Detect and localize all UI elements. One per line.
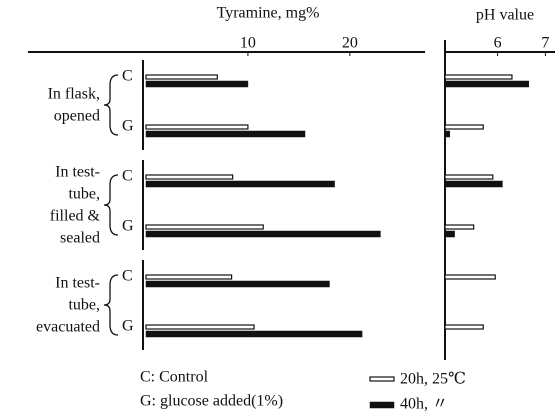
note: G: glucose added(1%) [140,393,283,410]
bar [145,324,255,330]
bar [444,74,513,80]
x-tick-label: 20 [342,35,358,52]
group-label: tube, [68,297,100,314]
legend-label: 40h, 〃 [400,396,448,413]
bar [145,180,335,188]
bar [145,230,381,238]
legend-swatch [369,401,395,409]
bar [145,224,264,230]
bar [145,274,233,280]
category-label: C [122,268,133,285]
group-label: filled & [50,208,101,225]
group-label: opened [54,108,100,125]
category-label: G [122,318,134,335]
group-label: evacuated [36,319,100,336]
bar [444,324,484,330]
x-tick-label: 6 [494,35,502,52]
category-label: C [122,168,133,185]
x-tick-label: 10 [240,35,256,52]
group-label: In test- [55,275,100,292]
bar [444,274,496,280]
brace [103,74,119,136]
group-label: sealed [60,230,100,247]
bar [145,74,218,80]
bar [444,174,494,180]
bar [145,174,234,180]
bar [145,280,330,288]
note: C: Control [140,369,209,386]
bar [145,330,363,338]
category-label: G [122,218,134,235]
legend-label: 20h, 25℃ [400,371,466,388]
bar [444,180,503,188]
category-label: C [122,68,133,85]
x-label: pH value [476,7,534,24]
bar [444,230,455,238]
legend-swatch [369,376,395,382]
x-label: Tyramine, mg% [217,5,320,22]
category-label: G [122,118,134,135]
brace [103,274,119,336]
bar [444,124,484,130]
bar [145,130,306,138]
group-label: In test- [55,164,100,181]
bar [444,80,529,88]
x-tick-label: 7 [541,35,549,52]
group-label: In flask, [48,86,100,103]
bar [444,130,451,138]
group-label: tube, [68,186,100,203]
brace [103,174,119,236]
bar [145,124,249,130]
bar [444,224,475,230]
bar [145,80,249,88]
